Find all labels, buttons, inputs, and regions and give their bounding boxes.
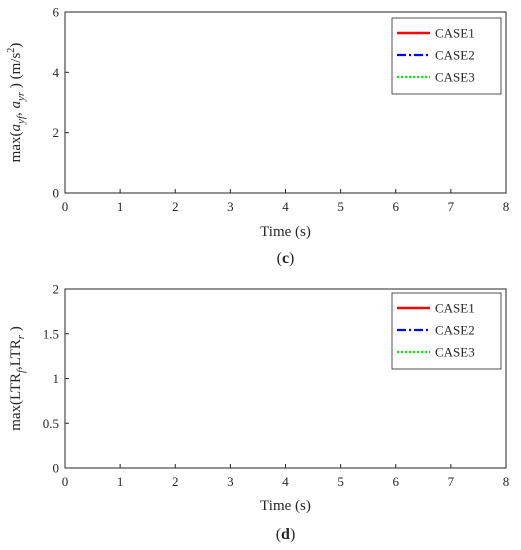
y-tick-label: 6 xyxy=(53,5,60,20)
x-tick-label: 4 xyxy=(282,474,289,489)
y-axis-label-part: yf xyxy=(15,114,27,125)
y-axis-label-part: max( xyxy=(8,131,24,162)
x-tick-label: 7 xyxy=(448,474,455,489)
x-tick-label: 8 xyxy=(503,474,510,489)
legend-label-case3: CASE3 xyxy=(435,345,475,360)
y-tick-label: 1 xyxy=(53,371,60,386)
y-tick-label: 0.5 xyxy=(43,416,59,431)
x-tick-label: 4 xyxy=(282,199,289,214)
y-tick-label: 2 xyxy=(53,282,60,297)
y-axis-label-part: ) xyxy=(8,43,24,48)
x-tick-label: 2 xyxy=(172,474,179,489)
y-axis-label-part: f xyxy=(15,368,27,373)
panel-caption: (d) xyxy=(276,526,296,543)
x-axis-label: Time (s) xyxy=(260,498,311,514)
y-tick-label: 0 xyxy=(53,461,60,476)
x-tick-label: 6 xyxy=(393,199,400,214)
caption-paren-left: ( xyxy=(276,526,281,543)
x-tick-label: 1 xyxy=(117,474,124,489)
y-axis-label-part: , xyxy=(8,109,24,117)
caption-letter: c xyxy=(282,250,289,267)
legend: CASE1 CASE2 CASE3 xyxy=(391,292,502,370)
x-tick-label: 0 xyxy=(62,474,69,489)
y-axis-label-part: ) xyxy=(8,326,24,335)
legend-label-case2: CASE2 xyxy=(435,323,475,338)
x-tick-label: 3 xyxy=(227,474,234,489)
x-tick-label: 8 xyxy=(503,199,510,214)
y-axis-label-part: max(LTR xyxy=(8,373,24,431)
caption-letter: d xyxy=(281,526,290,543)
caption-paren-right: ) xyxy=(290,526,295,543)
x-tick-label: 7 xyxy=(448,199,455,214)
x-tick-label: 5 xyxy=(337,199,344,214)
legend-label-case1: CASE1 xyxy=(435,301,475,316)
x-tick-label: 1 xyxy=(117,199,124,214)
y-tick-label: 4 xyxy=(53,65,60,80)
x-axis-label: Time (s) xyxy=(260,224,311,240)
x-tick-label: 2 xyxy=(172,199,179,214)
caption-paren-right: ) xyxy=(289,250,294,267)
x-tick-label: 6 xyxy=(393,474,400,489)
y-axis-label-part: 2 xyxy=(6,48,17,53)
y-axis-label-part: a xyxy=(8,101,24,109)
y-axis-label-part: yr xyxy=(15,91,27,102)
caption-paren-left: ( xyxy=(277,250,282,267)
x-tick-label: 0 xyxy=(62,199,69,214)
y-axis-label: max(ayf, ayr ) (m/s2) xyxy=(6,43,27,163)
y-tick-label: 1.5 xyxy=(43,326,59,341)
y-axis-label-part: ,LTR xyxy=(8,339,24,370)
legend-label-case1: CASE1 xyxy=(435,26,475,41)
x-tick-label: 3 xyxy=(227,199,234,214)
legend-label-case3: CASE3 xyxy=(435,70,475,85)
y-tick-label: 2 xyxy=(53,125,60,140)
y-axis-label-part: a xyxy=(8,124,24,132)
legend-label-case2: CASE2 xyxy=(435,48,475,63)
legend: CASE1 CASE2 CASE3 xyxy=(391,17,502,95)
panel-d: 0 1 2 3 4 5 6 7 8 0 0.5 1 1.5 2 Time (s) max(LTRf,LTRr … xyxy=(8,282,509,544)
y-axis-label: max(LTRf,LTRr ) xyxy=(8,326,27,431)
panel-caption: (c) xyxy=(277,250,295,267)
y-axis-label-part: r xyxy=(15,334,27,339)
y-axis-label-part: ) (m/s xyxy=(8,53,24,92)
y-tick-label: 0 xyxy=(53,186,60,201)
x-tick-label: 5 xyxy=(337,474,344,489)
